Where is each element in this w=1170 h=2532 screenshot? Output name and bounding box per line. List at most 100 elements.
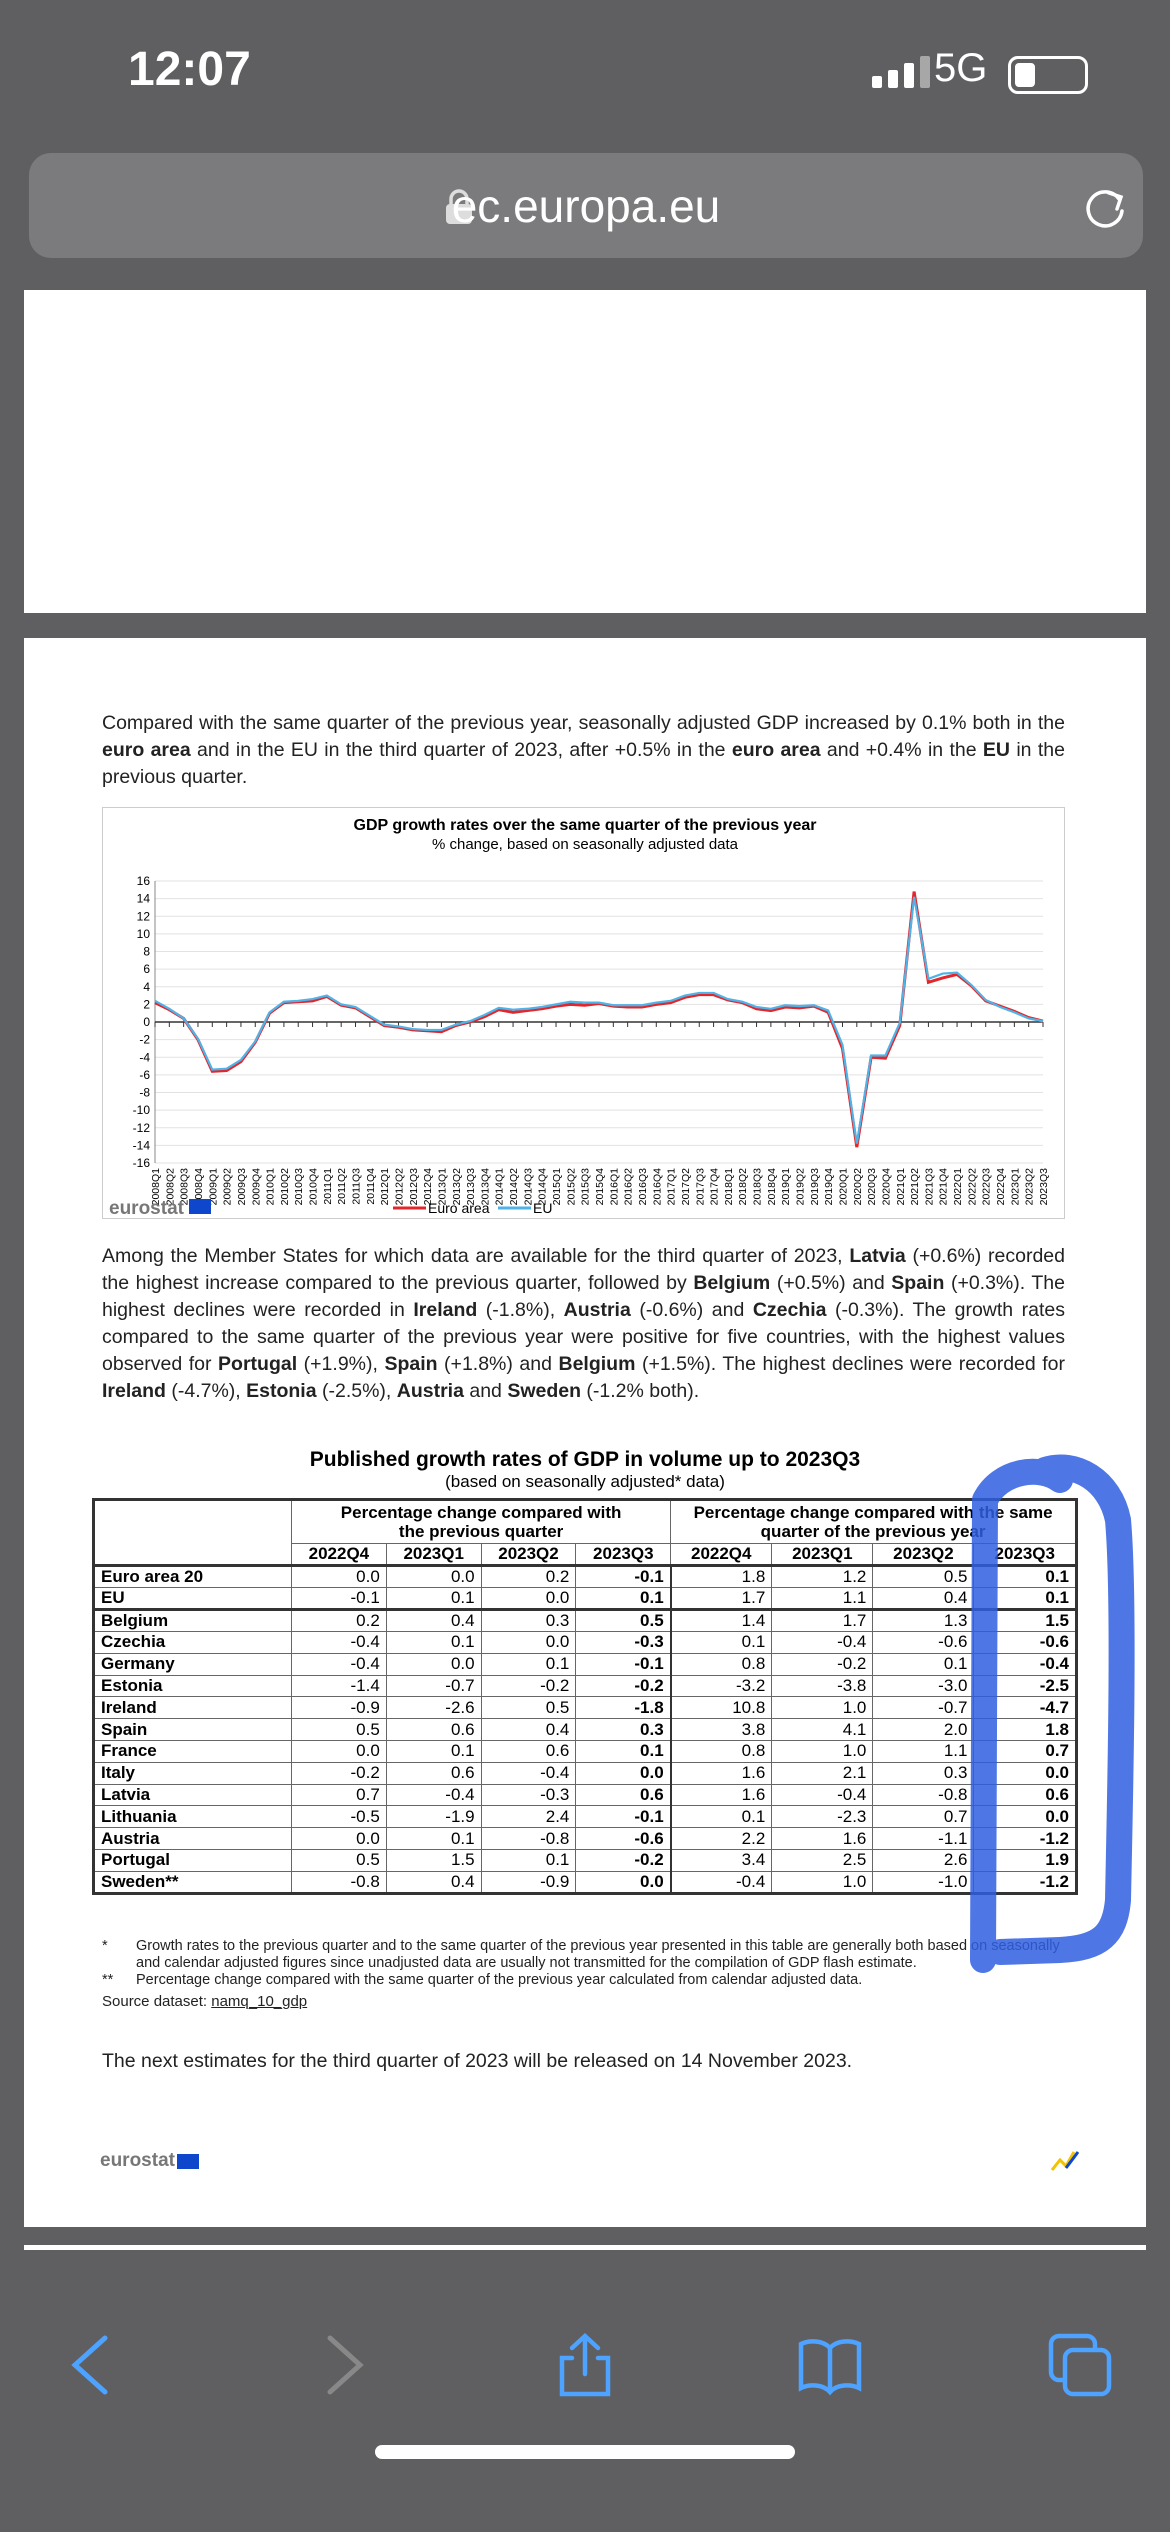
address-bar[interactable]: ec.europa.eu — [29, 153, 1143, 258]
row-label: Euro area 20 — [93, 1564, 292, 1588]
x-tick-label: 2014Q1 — [494, 1168, 506, 1206]
table-cell: 0.7 — [872, 1805, 975, 1829]
x-tick-label: 2016Q1 — [608, 1168, 620, 1206]
home-indicator[interactable] — [375, 2445, 795, 2459]
eurostat-logo-text: eurostat — [109, 1198, 185, 1219]
table-cell: -0.4 — [480, 1761, 577, 1785]
x-tick-label: 2009Q3 — [236, 1168, 248, 1206]
x-tick-label: 2020Q1 — [837, 1168, 849, 1206]
column-header: 2023Q3 — [973, 1543, 1077, 1566]
eurostat-logo: eurostat — [100, 2150, 199, 2172]
row-label: Ireland — [93, 1696, 292, 1720]
table-row: Germany -0.4 0.0 0.1 -0.1 0.8 -0.2 0.1 -0.4 — [93, 1652, 1077, 1676]
table-cell: 0.1 — [575, 1587, 672, 1610]
table-cell: 0.1 — [480, 1652, 577, 1676]
table-cell: 0.0 — [480, 1631, 577, 1654]
table-cell: 1.3 — [872, 1608, 975, 1632]
x-tick-label: 2013Q1 — [436, 1168, 448, 1206]
url-text[interactable]: ec.europa.eu — [451, 180, 721, 232]
back-icon[interactable] — [60, 2330, 130, 2400]
table-cell: 0.7 — [973, 1739, 1077, 1763]
eu-flag-icon — [189, 1199, 211, 1214]
x-tick-label: 2021Q2 — [909, 1168, 921, 1206]
table-cell: 0.3 — [480, 1608, 577, 1632]
table-cell: -0.4 — [291, 1652, 387, 1676]
intro-paragraph: Compared with the same quarter of the pr… — [102, 712, 1065, 788]
x-tick-label: 2019Q1 — [780, 1168, 792, 1206]
share-icon[interactable] — [550, 2330, 620, 2400]
battery-icon — [1008, 56, 1088, 94]
x-tick-label: 2021Q1 — [895, 1168, 907, 1206]
x-tick-label: 2017Q1 — [666, 1168, 678, 1206]
row-label: Latvia — [93, 1783, 292, 1807]
x-tick-label: 2018Q3 — [752, 1168, 764, 1206]
x-tick-label: 2008Q3 — [179, 1168, 191, 1206]
table-heading: Published growth rates of GDP in volume … — [92, 1448, 1078, 1492]
reload-icon[interactable] — [1079, 181, 1131, 233]
y-tick-label: -14 — [133, 1138, 151, 1152]
x-tick-label: 2012Q2 — [393, 1168, 405, 1206]
table-cell: -0.2 — [575, 1848, 672, 1872]
x-tick-label: 2009Q2 — [222, 1168, 234, 1206]
x-tick-label: 2014Q4 — [537, 1168, 549, 1206]
table-cell: -0.4 — [669, 1870, 773, 1894]
x-tick-label: 2017Q3 — [694, 1168, 706, 1206]
footnotes: * Growth rates to the previous quarter an… — [102, 1938, 1082, 2010]
x-tick-label: 2008Q4 — [193, 1168, 205, 1206]
table-cell: 0.0 — [385, 1652, 482, 1676]
x-tick-label: 2020Q2 — [852, 1168, 864, 1206]
x-tick-label: 2009Q1 — [207, 1168, 219, 1206]
table-cell: -0.1 — [291, 1587, 387, 1610]
table-cell: -1.2 — [973, 1827, 1077, 1850]
row-label: Belgium — [93, 1608, 292, 1632]
footnote-mark: ** — [102, 1972, 114, 1988]
table-cell: -3.2 — [669, 1674, 773, 1698]
eurostat-mark-icon — [1050, 2151, 1080, 2171]
table-cell: 2.5 — [771, 1848, 874, 1872]
x-tick-label: 2010Q1 — [265, 1168, 277, 1206]
table-cell: 1.0 — [771, 1870, 874, 1894]
chart-svg: GDP growth rates over the same quarter o… — [109, 817, 1050, 1219]
x-tick-label: 2015Q2 — [565, 1168, 577, 1206]
x-tick-label: 2011Q2 — [336, 1168, 348, 1205]
series-line-eu — [154, 896, 1044, 1144]
x-tick-label: 2019Q4 — [823, 1168, 835, 1206]
x-tick-label: 2010Q2 — [279, 1168, 291, 1206]
x-tick-label: 2020Q4 — [880, 1168, 892, 1206]
x-tick-label: 2018Q1 — [723, 1168, 735, 1206]
y-tick-label: 0 — [143, 1015, 150, 1029]
y-tick-label: 2 — [143, 997, 150, 1011]
forward-icon[interactable] — [305, 2330, 375, 2400]
table-cell: 0.4 — [385, 1870, 482, 1894]
x-tick-label: 2011Q1 — [322, 1168, 334, 1205]
bookmarks-icon[interactable] — [795, 2330, 865, 2400]
x-tick-label: 2023Q2 — [1024, 1168, 1036, 1206]
table-cell: 1.8 — [973, 1718, 1077, 1741]
source-dataset-link[interactable]: namq_10_gdp — [211, 1993, 308, 2010]
table-cell: 1.1 — [771, 1587, 874, 1610]
x-tick-label: 2013Q3 — [465, 1168, 477, 1206]
footnote-1: Growth rates to the previous quarter and… — [136, 1938, 1060, 1971]
chart-title: GDP growth rates over the same quarter o… — [354, 817, 817, 834]
table-row: France 0.0 0.1 0.6 0.1 0.8 1.0 1.1 0.7 — [93, 1739, 1077, 1763]
table-cell: -0.4 — [771, 1783, 874, 1807]
table-cell: 2.4 — [480, 1805, 577, 1829]
row-label: Germany — [93, 1652, 292, 1676]
table-row: Lithuania -0.5 -1.9 2.4 -0.1 0.1 -2.3 0.7 0.0 — [93, 1805, 1077, 1829]
table-cell: -0.8 — [291, 1870, 387, 1894]
member-states-paragraph: Among the Member States for which data a… — [102, 1245, 1066, 1402]
y-tick-label: 14 — [137, 892, 151, 906]
x-tick-label: 2013Q2 — [451, 1168, 463, 1206]
tabs-icon[interactable] — [1045, 2330, 1115, 2400]
table-cell: 0.5 — [575, 1608, 672, 1632]
x-tick-label: 2014Q3 — [522, 1168, 534, 1206]
table-row: Czechia -0.4 0.1 0.0 -0.3 0.1 -0.4 -0.6 -0.6 — [93, 1631, 1077, 1654]
y-tick-label: 16 — [137, 874, 151, 888]
table-cell: -1.4 — [291, 1674, 387, 1698]
table-cell: -3.0 — [872, 1674, 975, 1698]
footnote-mark: * — [102, 1938, 108, 1954]
corner-cell — [93, 1499, 292, 1566]
legend-label: Euro area — [428, 1200, 490, 1216]
previous-page — [24, 290, 1146, 613]
table-row: EU -0.1 0.1 0.0 0.1 1.7 1.1 0.4 0.1 — [93, 1587, 1077, 1610]
